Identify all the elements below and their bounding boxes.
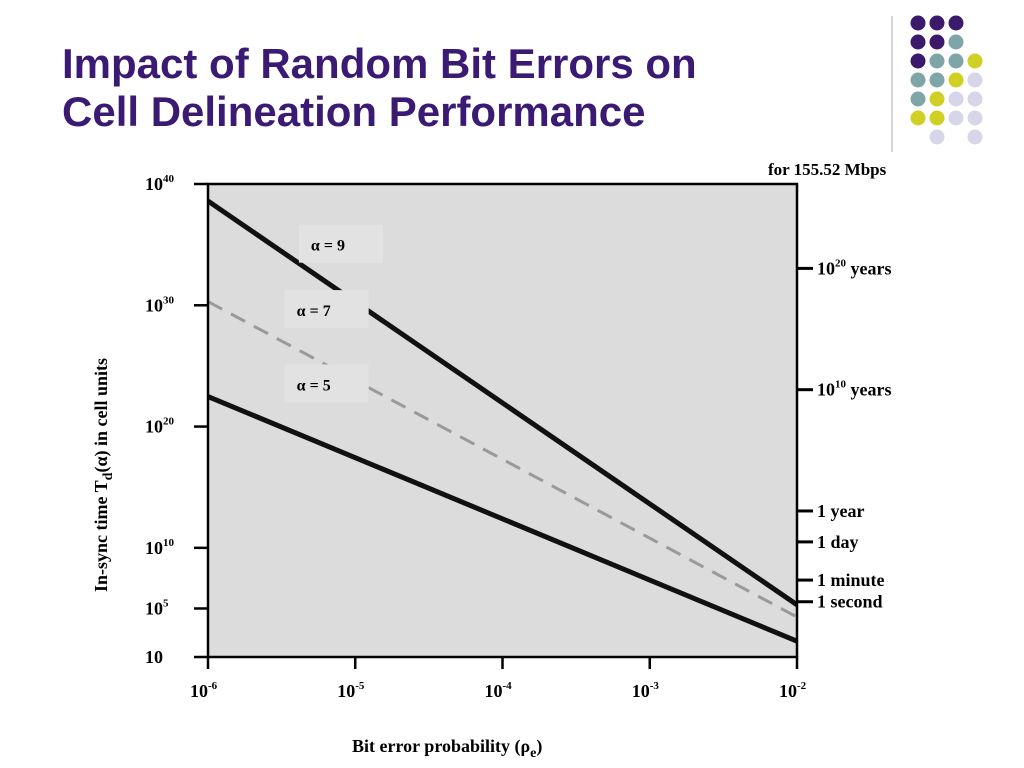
y-tick-label: 105 (145, 597, 169, 618)
y-axis-title: In-sync time Td(α) in cell units (91, 358, 116, 592)
y-tick-label: 1020 (145, 416, 175, 437)
decorative-dot (910, 15, 926, 31)
series-line-alpha-9 (208, 198, 797, 607)
decorative-dot (967, 91, 983, 107)
decorative-dot (948, 53, 964, 69)
decorative-dot (948, 72, 964, 88)
right-tick-label: 1 day (817, 532, 859, 552)
y-tick-label: 1040 (145, 173, 175, 194)
plot-area (208, 184, 797, 657)
slide-title-line-1: Impact of Random Bit Errors on (62, 40, 697, 87)
slide-title: Impact of Random Bit Errors on Cell Deli… (62, 40, 842, 136)
right-tick-label: 1020 years (817, 257, 891, 278)
decorative-dot (948, 34, 964, 50)
right-axis-title: for 155.52 Mbps (768, 160, 887, 179)
right-tick-label: 1010 years (817, 379, 891, 400)
series-label-box (298, 224, 383, 263)
decorative-dot (967, 110, 983, 126)
x-tick-label: 10-2 (779, 680, 807, 701)
decorative-dot (967, 53, 983, 69)
decorative-dot (929, 53, 945, 69)
series-group (208, 198, 797, 644)
decorative-dot (948, 110, 964, 126)
slide-title-line-2: Cell Delineation Performance (62, 88, 646, 135)
series-label: α = 7 (297, 303, 331, 320)
x-tick-label: 10-5 (337, 680, 365, 701)
y-tick-label: 10 (145, 647, 163, 667)
decorative-dot (929, 91, 945, 107)
decorative-dot (910, 53, 926, 69)
decorative-dot (910, 34, 926, 50)
series-label: α = 5 (297, 377, 331, 394)
right-tick-label: 1 second (817, 592, 883, 612)
decorative-dot (948, 91, 964, 107)
x-tick-label: 10-4 (485, 680, 513, 701)
series-line-alpha-7 (208, 300, 797, 619)
decorative-dot (910, 91, 926, 107)
decorative-dot (910, 72, 926, 88)
series-label-box (284, 290, 369, 329)
decorative-dot (910, 110, 926, 126)
decorative-dot (929, 129, 945, 145)
decorative-dot (929, 34, 945, 50)
decorative-dot (929, 15, 945, 31)
y-tick-label: 1010 (145, 537, 175, 558)
decorative-dot (929, 72, 945, 88)
decorative-dot (929, 110, 945, 126)
decorative-dot-grid (891, 15, 983, 152)
decorative-dot (967, 72, 983, 88)
series-label-box (284, 364, 369, 403)
right-tick-label: 1 year (817, 501, 864, 521)
x-tick-label: 10-3 (632, 680, 660, 701)
decorative-dot (967, 129, 983, 145)
y-tick-label: 1030 (145, 294, 175, 315)
series-label: α = 9 (311, 238, 345, 255)
series-line-alpha-5 (208, 394, 797, 644)
right-tick-label: 1 minute (817, 570, 885, 590)
x-tick-label: 10-6 (190, 680, 218, 701)
decorative-dot (948, 15, 964, 31)
x-axis-title: Bit error probability (ρe) (352, 736, 542, 761)
